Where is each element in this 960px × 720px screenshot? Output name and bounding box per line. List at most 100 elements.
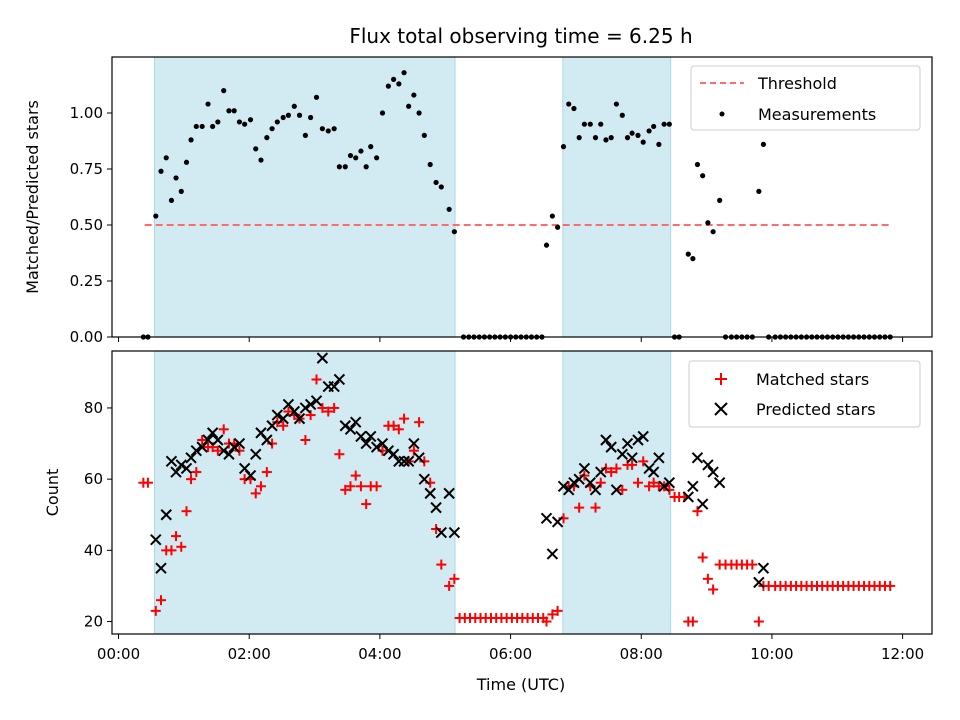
x-tick-label: 04:00	[358, 645, 401, 663]
matched-star-point	[753, 616, 764, 627]
x-stroke-b	[238, 462, 251, 475]
x-stroke-b	[202, 434, 214, 446]
x-stroke-b	[333, 373, 346, 386]
predicted-star-point	[637, 430, 649, 443]
measurement-point	[421, 132, 427, 138]
legend-matched-label: Matched stars	[756, 370, 869, 389]
predicted-star-point	[589, 484, 602, 496]
measurement-point	[188, 137, 194, 143]
x-stroke-b	[244, 469, 257, 482]
x-stroke-b	[360, 437, 372, 450]
x-stroke-b	[424, 487, 436, 500]
x-stroke-b	[310, 395, 323, 407]
x-tick-label: 00:00	[97, 645, 140, 663]
matched-star-point	[323, 406, 334, 417]
measurement-point	[581, 121, 587, 127]
measurement-point	[451, 229, 457, 235]
predicted-star-point	[413, 452, 425, 464]
x-stroke-b	[233, 437, 246, 450]
measurement-point	[183, 159, 190, 165]
x-stroke-b	[696, 498, 709, 510]
matched-star-point	[708, 584, 719, 595]
measurement-point	[646, 128, 652, 134]
x-stroke-b	[382, 444, 395, 457]
measurement-point	[342, 164, 348, 170]
predicted-star-point	[250, 448, 262, 460]
predicted-star-point	[333, 373, 346, 386]
measurement-point	[705, 220, 711, 226]
x-stroke-b	[282, 398, 295, 411]
top-y-ticks: 0.00 0.25 0.50 0.75 1.00	[70, 104, 112, 346]
measurement-point	[163, 155, 169, 161]
predicted-star-point	[540, 512, 553, 525]
predicted-star-point	[573, 473, 585, 485]
measurement-point	[253, 146, 259, 152]
matched-star-point	[311, 374, 322, 385]
matched-star-point	[399, 413, 410, 424]
measurement-point	[549, 213, 555, 219]
x-stroke-b	[402, 455, 415, 468]
x-stroke-b	[573, 473, 585, 485]
x-stroke-b	[600, 434, 612, 446]
matched-star-point	[436, 559, 447, 570]
measurement-point	[291, 103, 297, 109]
measurement-point	[242, 121, 248, 127]
x-stroke-b	[206, 427, 219, 439]
measurement-point	[543, 242, 550, 248]
measurement-point	[285, 112, 292, 118]
predicted-star-point	[398, 455, 410, 468]
predicted-star-point	[402, 455, 415, 468]
measurement-point	[694, 161, 701, 168]
measurement-point	[385, 83, 391, 89]
measurement-point	[396, 81, 402, 87]
measurement-point	[666, 121, 672, 127]
predicted-star-point	[233, 437, 246, 450]
predicted-star-point	[595, 466, 607, 478]
measurement-point	[613, 101, 620, 107]
predicted-star-point	[387, 448, 400, 460]
matched-star-point	[329, 402, 340, 413]
measurement-point	[199, 123, 205, 130]
x-stroke-b	[632, 434, 644, 446]
predicted-star-point	[175, 459, 187, 471]
measurement-point	[313, 94, 320, 100]
predicted-star-point	[424, 487, 436, 500]
legend-measurements-label: Measurements	[758, 105, 876, 124]
measurement-point	[608, 135, 614, 141]
measurement-point	[624, 135, 631, 141]
measurement-point	[193, 123, 199, 130]
measurement-point	[374, 155, 380, 161]
x-stroke-b	[546, 548, 559, 560]
bottom-y-axis-label: Count	[43, 469, 62, 517]
predicted-star-point	[365, 430, 377, 443]
measurement-point	[368, 144, 374, 150]
y-tick-label: 0.50	[70, 216, 103, 234]
matched-star-point	[747, 559, 758, 570]
matched-star-point	[552, 605, 563, 616]
measurement-point	[168, 197, 175, 203]
measurement-point	[576, 135, 582, 141]
matched-star-point	[617, 484, 628, 495]
x-stroke-b	[328, 380, 340, 393]
predicted-star-point	[753, 576, 765, 589]
predicted-star-point	[202, 434, 214, 446]
top-axes-frame	[111, 56, 933, 338]
matched-star-point	[350, 470, 361, 481]
matched-star-point	[648, 477, 659, 488]
measurement-point	[280, 114, 286, 121]
predicted-star-point	[223, 448, 235, 460]
top-x-ticks	[118, 337, 904, 342]
matched-star-point	[414, 417, 425, 428]
measurement-point	[274, 119, 280, 125]
measurement-point	[416, 110, 422, 116]
bottom-legend: Matched stars Predicted stars	[688, 360, 921, 428]
matched-star-point	[317, 402, 328, 413]
predicted-star-point	[304, 398, 317, 411]
predicted-star-point	[408, 437, 420, 450]
measurement-point	[560, 144, 567, 150]
matched-star-point	[278, 420, 289, 431]
x-stroke-b	[218, 444, 230, 457]
measurement-point	[656, 141, 662, 147]
matched-star-point	[431, 523, 442, 534]
measurement-point	[325, 128, 331, 134]
